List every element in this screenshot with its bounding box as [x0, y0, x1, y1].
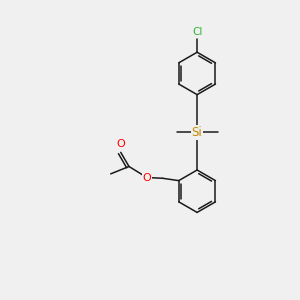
Text: O: O: [116, 139, 125, 149]
Text: Cl: Cl: [192, 27, 202, 37]
Text: Si: Si: [192, 126, 203, 139]
Text: O: O: [143, 173, 152, 183]
